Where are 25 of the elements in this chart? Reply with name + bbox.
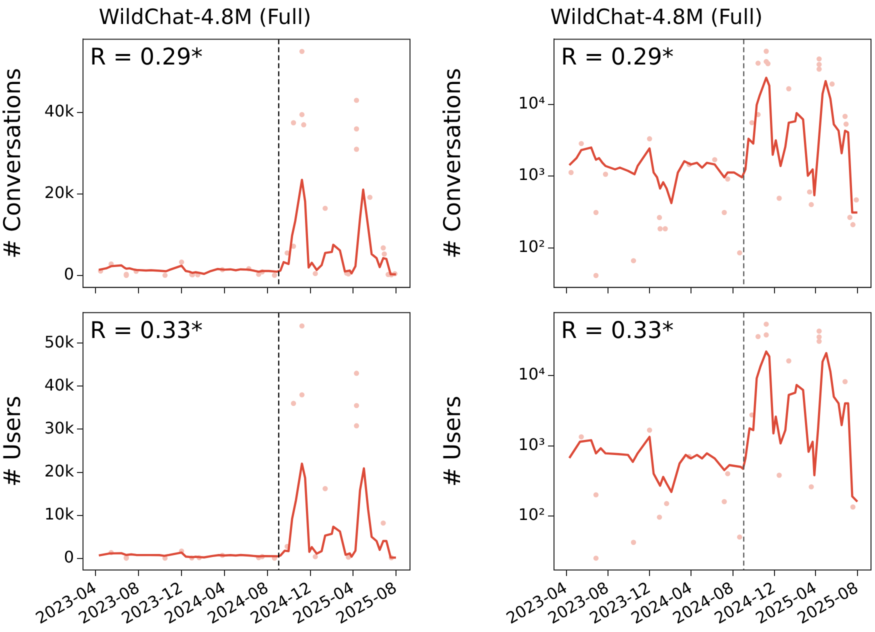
y-axis-title: # Conversations [0,68,26,259]
y-axis-title: # Users [0,396,26,487]
y-tick-label: 10⁴ [518,94,545,112]
y-tick-label: 10⁴ [518,364,545,384]
y-tick-label: 0 [64,547,74,566]
y-tick-label: 10³ [518,165,545,184]
chart-title: WildChat-4.8M (Full) [98,5,312,30]
y-tick-label: 10² [518,505,545,524]
y-axis-title: # Conversations [440,68,466,259]
y-tick-label: 30k [44,418,75,438]
y-tick-label: 10² [518,236,545,256]
y-tick-label: 10k [44,504,75,524]
y-tick-label: 20k [44,183,75,202]
y-axis-title: # Users [440,396,466,487]
y-tick-label: 50k [44,332,75,352]
annotation: R = 0.29* [90,44,203,71]
y-tick-label: 10³ [518,434,545,454]
y-tick-label: 20k [44,461,75,480]
annotation: R = 0.29* [561,44,674,71]
y-tick-label: 0 [64,264,74,284]
chart-title: WildChat-4.8M (Full) [550,5,763,30]
annotation: R = 0.33* [90,318,203,344]
y-tick-label: 40k [44,102,75,121]
annotation: R = 0.33* [561,318,674,344]
y-tick-label: 40k [44,375,75,394]
